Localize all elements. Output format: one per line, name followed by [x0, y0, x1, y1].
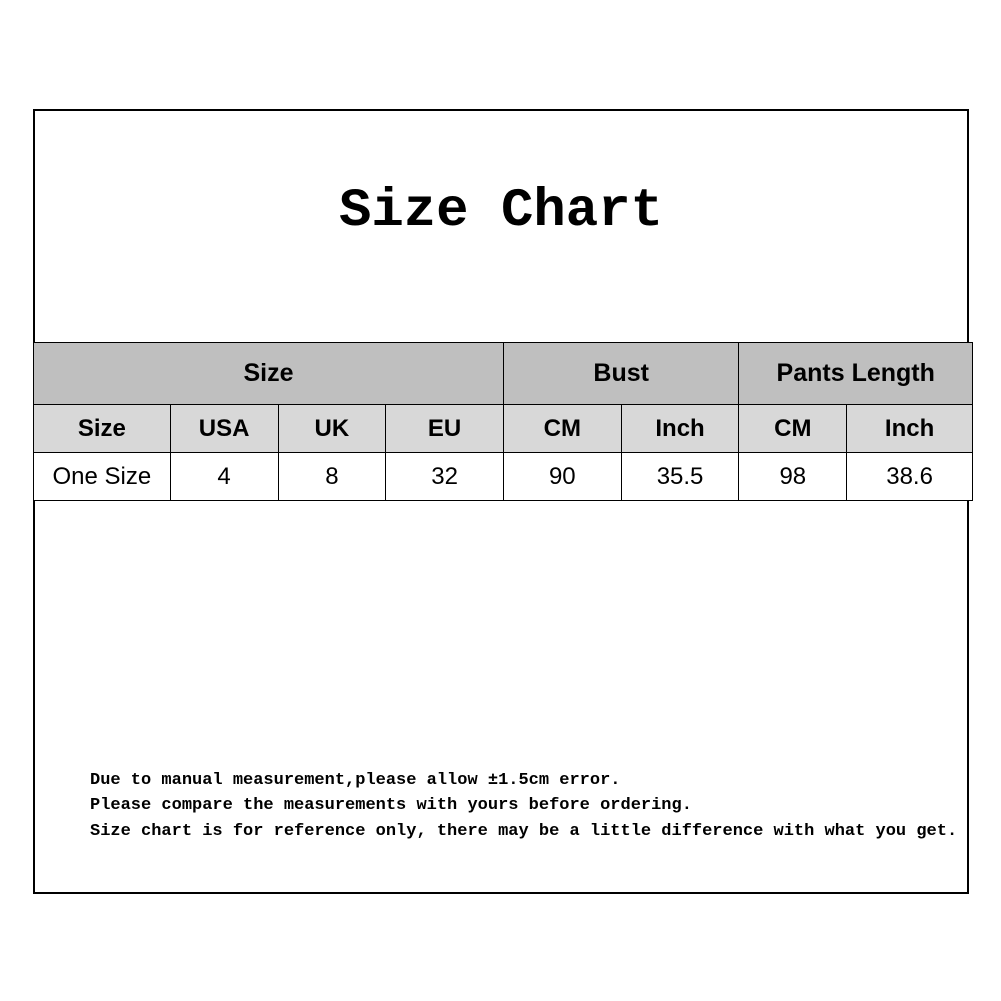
sub-header-usa: USA [170, 405, 278, 453]
group-header-bust: Bust [503, 343, 738, 405]
cell-uk: 8 [278, 453, 386, 501]
size-chart-frame: Size Chart Size Bust Pants Length Size U… [33, 109, 969, 894]
group-header-size: Size [34, 343, 504, 405]
sub-header-uk: UK [278, 405, 386, 453]
page-title: Size Chart [35, 181, 967, 242]
notes-block: Due to manual measurement,please allow ±… [90, 768, 957, 845]
sub-header-pants-inch: Inch [847, 405, 973, 453]
table-row: One Size 4 8 32 90 35.5 98 38.6 [34, 453, 973, 501]
sub-header-bust-cm: CM [503, 405, 621, 453]
cell-bust-inch: 35.5 [621, 453, 739, 501]
group-header-row: Size Bust Pants Length [34, 343, 973, 405]
cell-bust-cm: 90 [503, 453, 621, 501]
size-table: Size Bust Pants Length Size USA UK EU CM… [33, 342, 973, 501]
cell-pants-cm: 98 [739, 453, 847, 501]
cell-eu: 32 [386, 453, 504, 501]
cell-usa: 4 [170, 453, 278, 501]
sub-header-eu: EU [386, 405, 504, 453]
sub-header-row: Size USA UK EU CM Inch CM Inch [34, 405, 973, 453]
sub-header-bust-inch: Inch [621, 405, 739, 453]
cell-size: One Size [34, 453, 171, 501]
size-table-wrap: Size Bust Pants Length Size USA UK EU CM… [35, 342, 967, 501]
sub-header-size: Size [34, 405, 171, 453]
cell-pants-inch: 38.6 [847, 453, 973, 501]
note-line-1: Due to manual measurement,please allow ±… [90, 768, 957, 794]
note-line-3: Size chart is for reference only, there … [90, 819, 957, 845]
note-line-2: Please compare the measurements with you… [90, 793, 957, 819]
sub-header-pants-cm: CM [739, 405, 847, 453]
group-header-pants: Pants Length [739, 343, 973, 405]
